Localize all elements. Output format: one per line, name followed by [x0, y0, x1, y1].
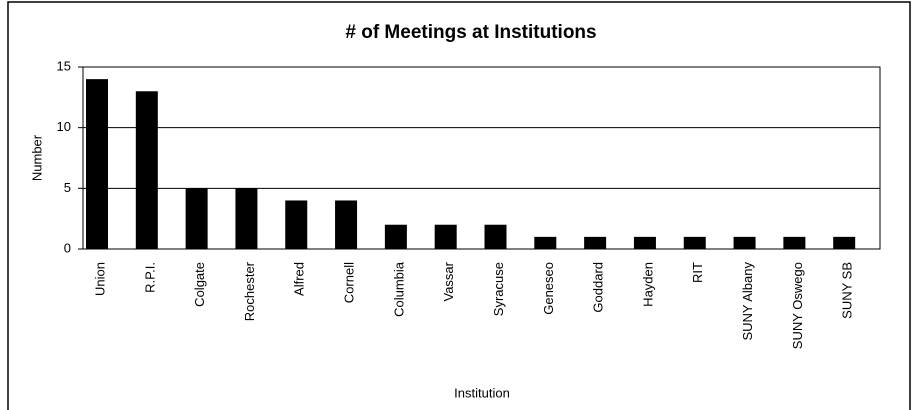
bar [384, 224, 407, 249]
bar [135, 91, 158, 250]
bar [584, 236, 607, 249]
bar [434, 224, 457, 249]
bar [335, 200, 358, 249]
x-tick-label: Syracuse [491, 262, 506, 316]
bar [683, 236, 706, 249]
x-tick-label: Vassar [441, 261, 456, 301]
y-tick-label: 15 [57, 58, 71, 73]
x-tick-label: SUNY Oswego [790, 262, 805, 349]
y-tick-label: 0 [64, 240, 71, 255]
frame [7, 1, 911, 410]
bar [833, 236, 856, 249]
bar [484, 224, 507, 249]
bar [185, 188, 208, 249]
x-tick-label: Colgate [192, 262, 207, 307]
bar [534, 236, 557, 249]
x-tick-label: SUNY SB [840, 262, 855, 319]
bar [733, 236, 756, 249]
x-tick-label: Rochester [242, 261, 257, 321]
chart-title: # of Meetings at Institutions [345, 22, 596, 43]
x-tick-label: Goddard [591, 262, 606, 313]
bar [783, 236, 806, 249]
y-tick-label: 10 [57, 119, 71, 134]
bar [86, 79, 108, 249]
x-axis-label: Institution [454, 385, 510, 400]
x-tick-label: Hayden [640, 262, 655, 307]
bar [235, 188, 258, 249]
y-tick-label: 5 [64, 180, 71, 195]
bar [285, 200, 308, 249]
x-tick-label: R.P.I. [142, 262, 157, 293]
x-tick-label: SUNY Albany [740, 262, 755, 341]
x-tick-label: RIT [690, 262, 705, 283]
bar [633, 236, 656, 249]
x-tick-label: Geneseo [541, 262, 556, 315]
x-tick-label: Alfred [292, 262, 307, 296]
y-axis-label: Number [29, 134, 44, 181]
x-tick-label: Union [92, 262, 107, 296]
x-tick-label: Columbia [391, 261, 406, 317]
x-tick-label: Cornell [342, 262, 357, 303]
